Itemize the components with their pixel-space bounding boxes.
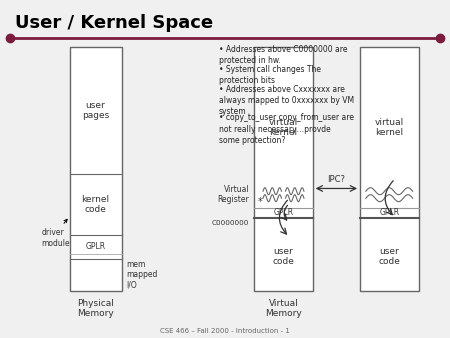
Text: • Addresses above C0000000 are
protected in hw.: • Addresses above C0000000 are protected… xyxy=(219,45,347,65)
Text: User / Kernel Space: User / Kernel Space xyxy=(15,14,213,32)
Text: Virtual
Register: Virtual Register xyxy=(217,185,249,204)
Text: GPLR: GPLR xyxy=(379,208,399,217)
Bar xyxy=(70,47,122,291)
Text: IPC?: IPC? xyxy=(328,175,346,185)
Text: user
code: user code xyxy=(378,247,400,266)
Text: kernel
code: kernel code xyxy=(81,195,110,214)
Text: GPLR: GPLR xyxy=(86,242,106,251)
Text: mem
mapped
I/O: mem mapped I/O xyxy=(126,260,158,290)
Text: • copy_to_user copy_from_user are
not really necessary…provde
some protection?: • copy_to_user copy_from_user are not re… xyxy=(219,114,354,145)
Text: user
code: user code xyxy=(273,247,294,266)
Text: Virtual
Memory: Virtual Memory xyxy=(265,299,302,318)
Text: virtual
kernel: virtual kernel xyxy=(269,118,298,137)
Text: *: * xyxy=(257,197,262,207)
Text: • Addresses above Cxxxxxxx are
always mapped to 0xxxxxxx by VM
system: • Addresses above Cxxxxxxx are always ma… xyxy=(219,85,354,116)
Text: virtual
kernel: virtual kernel xyxy=(374,118,404,137)
Text: user
pages: user pages xyxy=(82,101,109,120)
Bar xyxy=(254,47,313,291)
Text: GPLR: GPLR xyxy=(274,208,293,217)
Text: driver
module: driver module xyxy=(42,219,70,248)
Bar xyxy=(360,47,418,291)
Text: C0000000: C0000000 xyxy=(212,220,249,226)
Text: CSE 466 – Fall 2000 - Introduction - 1: CSE 466 – Fall 2000 - Introduction - 1 xyxy=(160,328,290,334)
Text: Physical
Memory: Physical Memory xyxy=(77,299,114,318)
Text: • System call changes The
protection bits: • System call changes The protection bit… xyxy=(219,65,321,85)
